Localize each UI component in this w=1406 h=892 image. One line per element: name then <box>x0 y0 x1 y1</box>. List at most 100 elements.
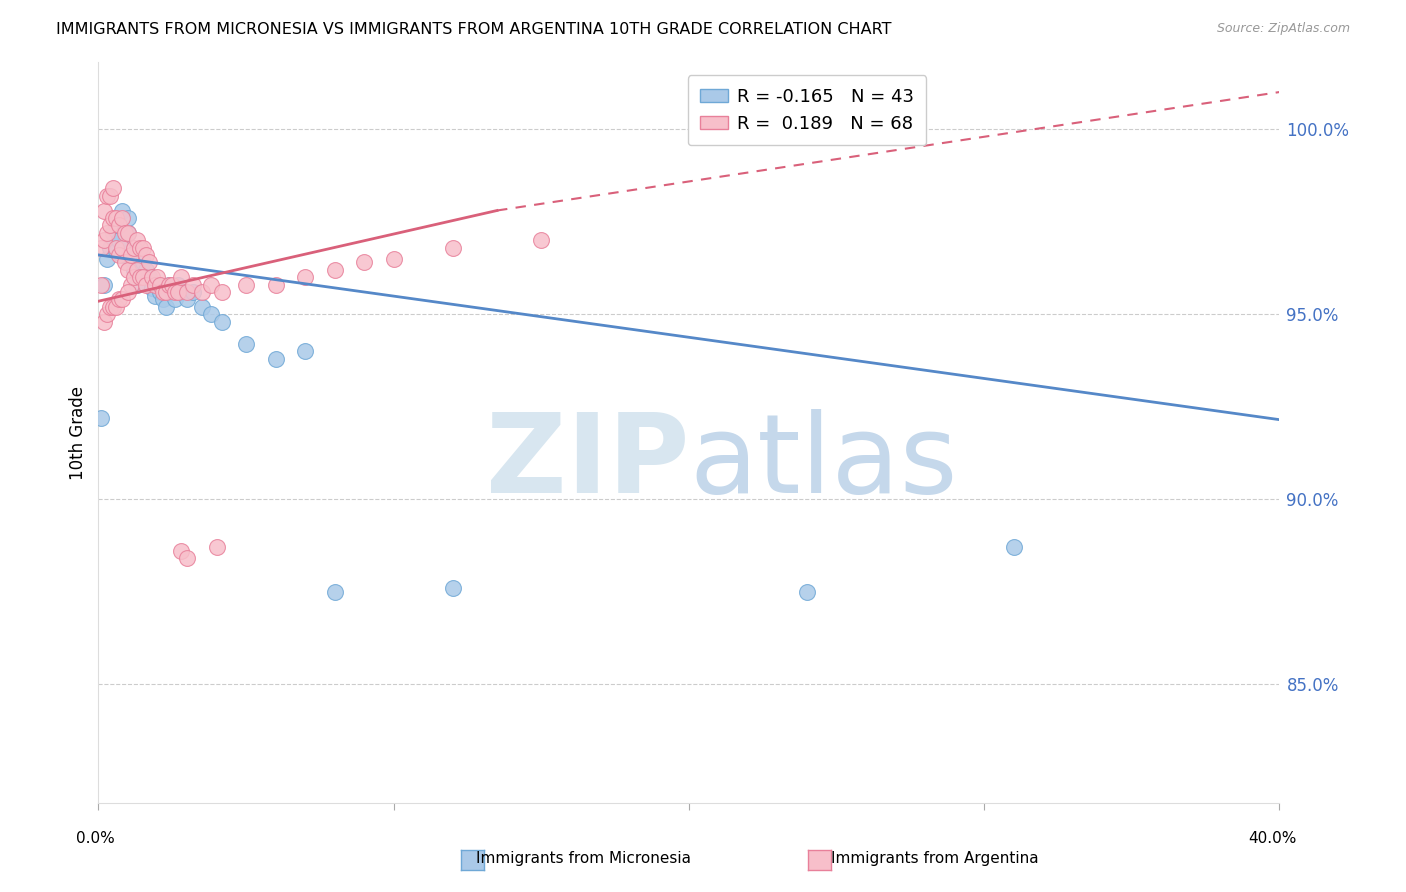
Point <box>122 262 145 277</box>
Point <box>143 288 166 302</box>
Point <box>176 285 198 299</box>
Point <box>138 270 160 285</box>
Point <box>143 277 166 292</box>
Point <box>146 277 169 292</box>
Point <box>170 270 193 285</box>
Point <box>103 181 125 195</box>
Point <box>353 255 375 269</box>
Text: Immigrants from Micronesia: Immigrants from Micronesia <box>477 852 690 866</box>
Point <box>98 241 121 255</box>
Point <box>122 241 145 255</box>
Point <box>155 285 177 299</box>
Point <box>294 344 316 359</box>
Point <box>122 270 145 285</box>
Point <box>96 252 118 266</box>
Text: Immigrants from Argentina: Immigrants from Argentina <box>831 852 1039 866</box>
Point <box>90 277 112 292</box>
Point <box>323 262 346 277</box>
Point <box>117 285 139 299</box>
Point <box>111 248 134 262</box>
Point <box>235 336 257 351</box>
Point <box>125 277 148 292</box>
Point <box>98 219 121 233</box>
Point <box>264 277 287 292</box>
Point <box>149 277 172 292</box>
Point <box>117 262 139 277</box>
Text: atlas: atlas <box>689 409 957 516</box>
Point <box>1002 541 1025 555</box>
Point <box>165 293 187 307</box>
Point <box>157 277 180 292</box>
Point <box>294 270 316 285</box>
Point <box>90 410 112 425</box>
Point <box>162 285 183 299</box>
Point <box>191 300 214 314</box>
Point <box>93 203 115 218</box>
Point <box>125 233 148 247</box>
Legend: R = -0.165   N = 43, R =  0.189   N = 68: R = -0.165 N = 43, R = 0.189 N = 68 <box>688 75 927 145</box>
Point <box>132 241 155 255</box>
Point <box>441 241 464 255</box>
Point <box>167 277 190 292</box>
Point <box>120 252 142 266</box>
Text: ZIP: ZIP <box>485 409 689 516</box>
Point <box>128 270 150 285</box>
Point <box>165 285 187 299</box>
Point <box>146 270 169 285</box>
Point <box>105 211 128 225</box>
Point <box>170 285 193 299</box>
Point <box>235 277 257 292</box>
Point <box>111 293 134 307</box>
Point <box>117 211 139 225</box>
Point <box>111 203 134 218</box>
Text: 40.0%: 40.0% <box>1249 831 1296 846</box>
Point <box>167 285 190 299</box>
Point <box>176 293 198 307</box>
Point <box>96 188 118 202</box>
Point <box>181 277 204 292</box>
Point <box>103 300 125 314</box>
Point <box>117 226 139 240</box>
Point <box>108 293 131 307</box>
Point <box>141 270 163 285</box>
Point <box>796 584 818 599</box>
Point <box>191 285 214 299</box>
Point <box>530 233 553 247</box>
Point <box>157 277 180 292</box>
Y-axis label: 10th Grade: 10th Grade <box>69 385 87 480</box>
Point <box>152 293 174 307</box>
Text: Source: ZipAtlas.com: Source: ZipAtlas.com <box>1216 22 1350 36</box>
Point <box>128 241 150 255</box>
Point <box>155 300 177 314</box>
Point <box>120 248 142 262</box>
Point <box>149 285 172 299</box>
Point <box>108 219 131 233</box>
Point <box>152 285 174 299</box>
Point <box>117 226 139 240</box>
Point <box>132 255 155 269</box>
Point <box>105 241 128 255</box>
Point <box>103 211 125 225</box>
Point <box>264 351 287 366</box>
Point <box>181 285 204 299</box>
Point <box>111 211 134 225</box>
Point <box>103 226 125 240</box>
Point <box>441 581 464 595</box>
Point <box>211 285 233 299</box>
Point <box>114 226 136 240</box>
Point <box>323 584 346 599</box>
Point <box>138 255 160 269</box>
Point <box>162 277 183 292</box>
Point <box>114 255 136 269</box>
Point <box>135 262 157 277</box>
Text: IMMIGRANTS FROM MICRONESIA VS IMMIGRANTS FROM ARGENTINA 10TH GRADE CORRELATION C: IMMIGRANTS FROM MICRONESIA VS IMMIGRANTS… <box>56 22 891 37</box>
Point <box>105 300 128 314</box>
Point <box>93 277 115 292</box>
Point <box>90 241 112 255</box>
Point <box>108 248 131 262</box>
Point <box>105 244 128 259</box>
Point <box>132 270 155 285</box>
Point <box>108 233 131 247</box>
Point <box>211 315 233 329</box>
Point <box>200 277 222 292</box>
